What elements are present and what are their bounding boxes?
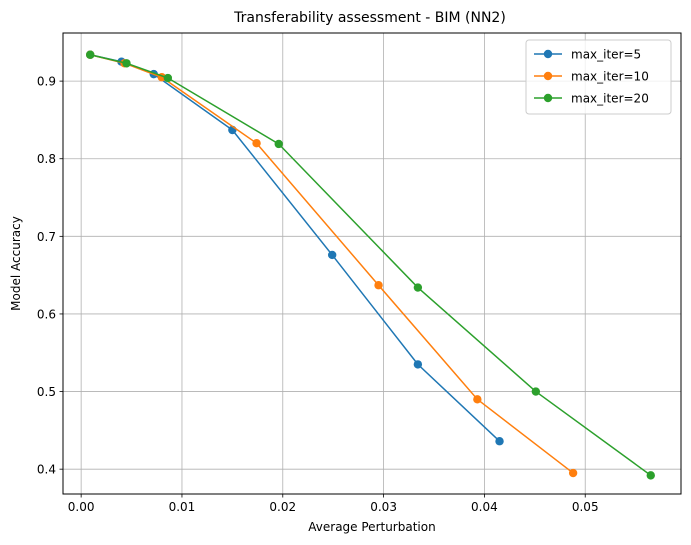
x-axis-label: Average Perturbation: [308, 520, 435, 534]
data-point: [374, 281, 383, 290]
y-tick-label: 0.4: [37, 463, 56, 477]
x-tick-label: 0.02: [269, 500, 296, 514]
legend-box: [525, 39, 672, 115]
legend-marker: [543, 71, 553, 81]
data-point: [495, 437, 504, 446]
data-point: [413, 283, 423, 292]
data-point: [646, 471, 655, 480]
data-point: [274, 139, 283, 149]
x-tick-label: 0.03: [370, 500, 397, 514]
legend-label: max_iter=20: [571, 92, 649, 106]
legend-marker: [543, 49, 553, 59]
data-point: [531, 387, 541, 396]
y-tick-label: 0.8: [37, 152, 56, 166]
data-point: [473, 395, 482, 404]
data-point: [163, 73, 173, 83]
chart-title: Transferability assessment - BIM (NN2): [233, 10, 506, 26]
data-point: [413, 360, 423, 369]
legend-marker: [543, 93, 553, 103]
data-point: [122, 59, 131, 68]
y-tick-label: 0.9: [37, 75, 56, 89]
y-tick-label: 0.5: [37, 385, 56, 399]
plot-frame: [62, 32, 682, 495]
data-point: [327, 250, 337, 260]
y-tick-label: 0.7: [37, 230, 56, 244]
legend-label: max_iter=10: [571, 70, 649, 84]
grid: [63, 33, 681, 494]
data-point: [252, 139, 261, 148]
x-tick-label: 0.00: [68, 500, 95, 514]
x-tick-label: 0.04: [471, 500, 498, 514]
series-3: [86, 50, 655, 480]
series-layer: [86, 50, 655, 480]
y-tick-label: 0.6: [37, 307, 56, 321]
x-tick-label: 0.05: [572, 500, 599, 514]
legend-label: max_iter=5: [571, 48, 641, 62]
data-point: [568, 468, 578, 478]
axis-ticks: 0.00 0.01 0.02 0.03 0.04 0.05 0.4 0.5 0.6 0.7 0.8 0…: [37, 75, 599, 514]
x-tick-label: 0.01: [169, 500, 196, 514]
legend: max_iter=5 max_iter=10 max_iter=20: [525, 39, 672, 115]
data-point: [86, 50, 95, 59]
y-axis-label: Model Accuracy: [9, 216, 23, 311]
